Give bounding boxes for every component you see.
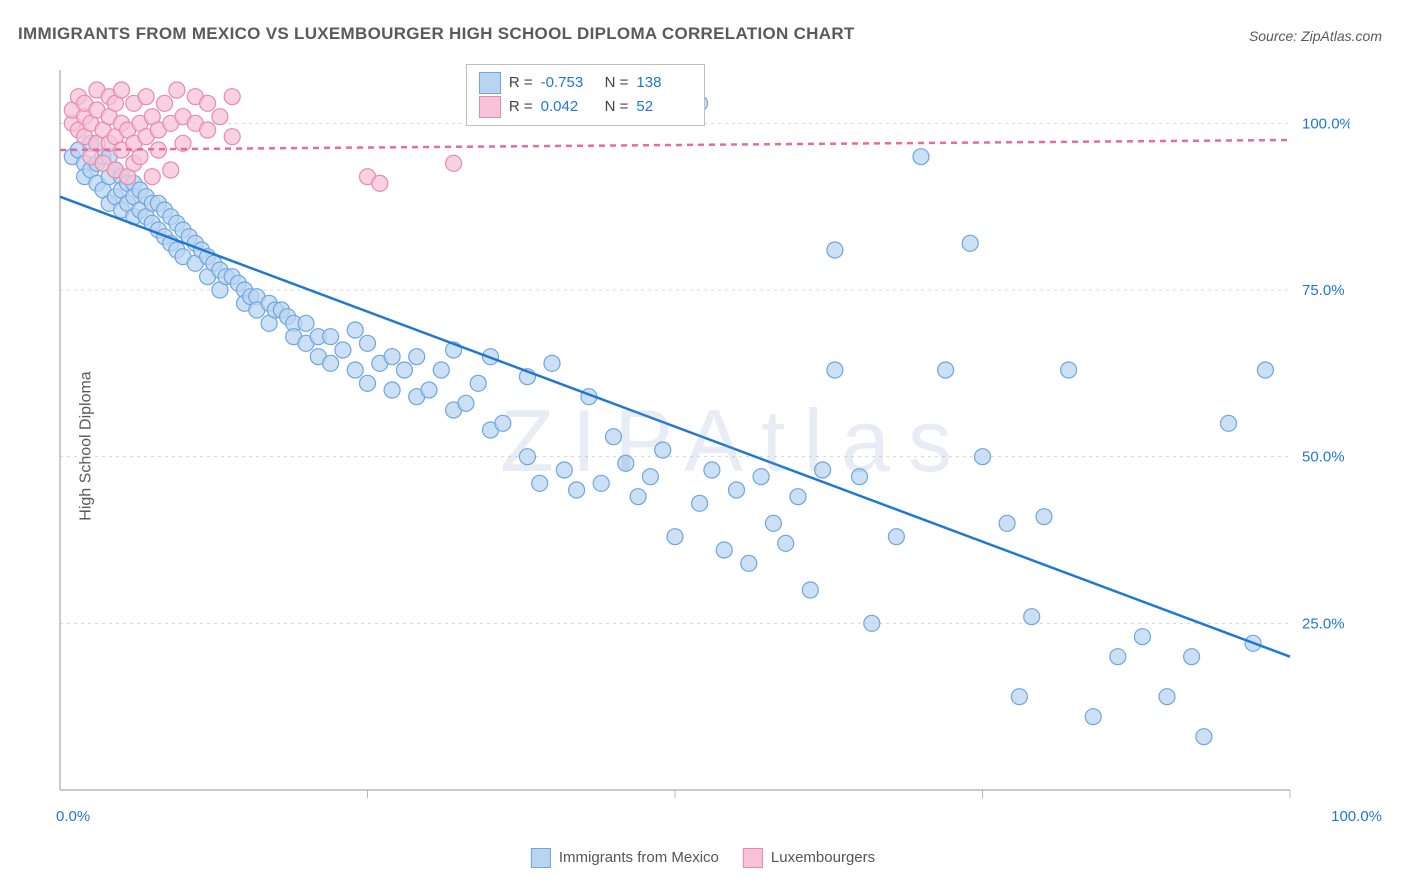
svg-text:50.0%: 50.0% xyxy=(1302,449,1345,466)
swatch-lux xyxy=(743,848,763,868)
n-value-mexico: 138 xyxy=(636,71,692,95)
series-label-mexico: Immigrants from Mexico xyxy=(559,846,719,870)
legend-item-mexico: Immigrants from Mexico xyxy=(531,846,719,870)
series-legend: Immigrants from Mexico Luxembourgers xyxy=(531,846,875,870)
r-label: R = xyxy=(509,71,533,95)
r-value-mexico: -0.753 xyxy=(541,71,597,95)
svg-text:100.0%: 100.0% xyxy=(1302,115,1350,132)
scatter-plot: 25.0% 50.0% 75.0% 100.0% xyxy=(50,60,1350,830)
r-value-lux: 0.042 xyxy=(541,95,597,119)
correlation-legend: R = -0.753 N = 138 R = 0.042 N = 52 xyxy=(466,64,706,126)
swatch-mexico xyxy=(479,72,501,94)
legend-item-lux: Luxembourgers xyxy=(743,846,875,870)
source-prefix: Source: xyxy=(1249,28,1301,44)
series-label-lux: Luxembourgers xyxy=(771,846,875,870)
chart-title: IMMIGRANTS FROM MEXICO VS LUXEMBOURGER H… xyxy=(18,24,855,44)
x-axis-min-label: 0.0% xyxy=(56,808,90,825)
legend-row-mexico: R = -0.753 N = 138 xyxy=(479,71,693,95)
source-site: ZipAtlas.com xyxy=(1301,28,1382,44)
svg-text:75.0%: 75.0% xyxy=(1302,282,1345,299)
svg-text:25.0%: 25.0% xyxy=(1302,615,1345,632)
n-value-lux: 52 xyxy=(636,95,692,119)
x-axis-max-label: 100.0% xyxy=(1331,808,1382,825)
n-label: N = xyxy=(605,71,629,95)
swatch-lux xyxy=(479,96,501,118)
r-label: R = xyxy=(509,95,533,119)
source-credit: Source: ZipAtlas.com xyxy=(1249,28,1382,44)
n-label: N = xyxy=(605,95,629,119)
swatch-mexico xyxy=(531,848,551,868)
legend-row-lux: R = 0.042 N = 52 xyxy=(479,95,693,119)
